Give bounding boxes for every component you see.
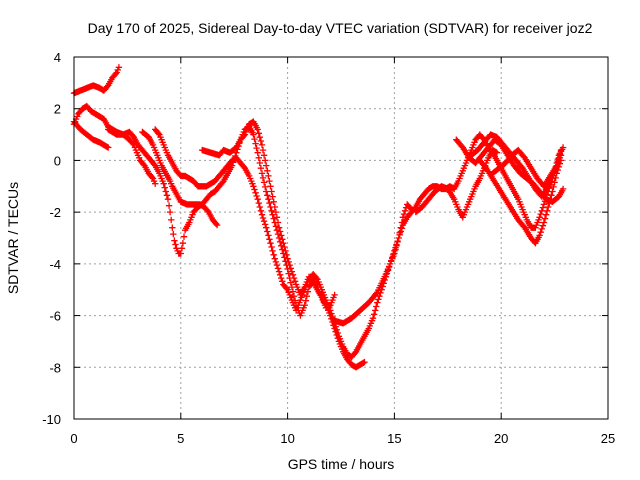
- x-tick-label: 5: [177, 431, 184, 446]
- data-points: [70, 64, 567, 371]
- x-tick-label: 10: [280, 431, 294, 446]
- y-tick-label: 2: [54, 102, 61, 117]
- y-tick-label: -8: [49, 360, 61, 375]
- x-axis-label: GPS time / hours: [288, 456, 395, 472]
- y-tick-label: -6: [49, 309, 61, 324]
- plot-frame: [73, 56, 609, 420]
- x-tick-labels: 0 5 10 15 20 25: [70, 431, 615, 446]
- grid-lines: [74, 57, 608, 419]
- x-tick-label: 20: [494, 431, 508, 446]
- y-axis-label: SDTVAR / TECUs: [5, 182, 21, 294]
- y-tick-labels: -10 -8 -6 -4 -2 0 2 4: [42, 50, 61, 427]
- y-tick-label: -10: [42, 412, 61, 427]
- data-point-markers: [70, 64, 567, 371]
- axis-ticks: [73, 56, 609, 420]
- y-tick-label: 0: [54, 153, 61, 168]
- chart-title: Day 170 of 2025, Sidereal Day-to-day VTE…: [88, 20, 593, 36]
- x-tick-label: 15: [387, 431, 401, 446]
- y-tick-label: -2: [49, 205, 61, 220]
- x-tick-label: 25: [601, 431, 615, 446]
- y-tick-label: -4: [49, 257, 61, 272]
- y-tick-label: 4: [54, 50, 61, 65]
- x-tick-label: 0: [70, 431, 77, 446]
